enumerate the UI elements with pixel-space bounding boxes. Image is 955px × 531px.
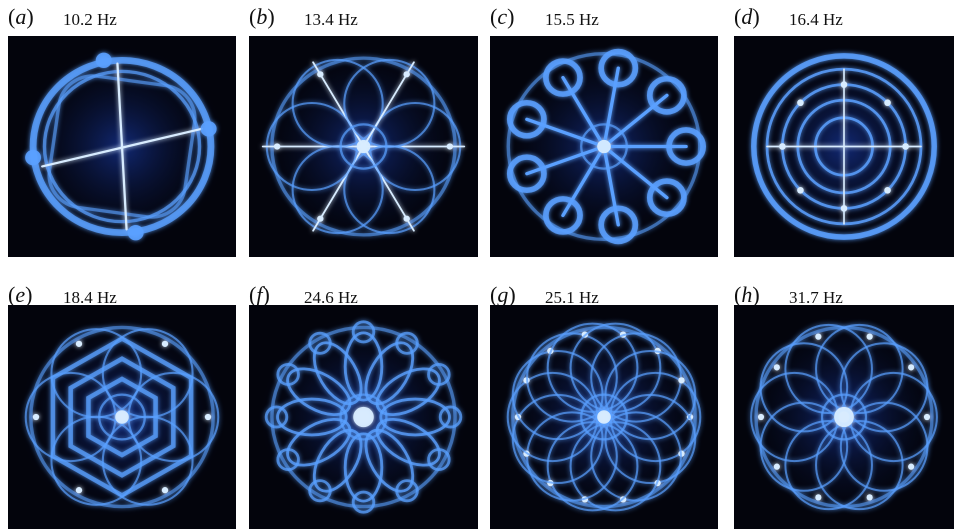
panel-label: (h) <box>734 282 760 307</box>
cymatic-pattern <box>490 36 718 257</box>
frequency-label: 10.2 Hz <box>63 10 117 29</box>
cymatic-pattern <box>249 36 478 257</box>
frequency-label: 15.5 Hz <box>545 10 599 29</box>
frequency-label: 18.4 Hz <box>63 288 117 307</box>
cymatic-photo <box>734 305 954 529</box>
frequency-label: 13.4 Hz <box>304 10 358 29</box>
panel-label: (c) <box>490 4 515 29</box>
frequency-label: 31.7 Hz <box>789 288 843 307</box>
panel-label: (g) <box>490 282 516 307</box>
cymatic-photo <box>734 36 954 257</box>
frequency-label: 25.1 Hz <box>545 288 599 307</box>
frequency-label: 16.4 Hz <box>789 10 843 29</box>
panel-label: (f) <box>249 282 270 307</box>
panel-label: (e) <box>8 282 33 307</box>
cymatic-pattern <box>490 305 718 529</box>
cymatic-pattern <box>734 36 954 257</box>
cymatic-pattern <box>249 305 478 529</box>
cymatic-pattern <box>734 305 954 529</box>
cymatic-pattern <box>8 305 236 529</box>
panel-label: (a) <box>8 4 34 29</box>
cymatic-photo <box>8 305 236 529</box>
cymatic-photo <box>490 305 718 529</box>
cymatic-photo <box>249 305 478 529</box>
panel-label: (b) <box>249 4 275 29</box>
panel-label: (d) <box>734 4 760 29</box>
cymatic-pattern <box>8 36 236 257</box>
cymatic-photo <box>8 36 236 257</box>
cymatic-photo <box>249 36 478 257</box>
cymatic-photo <box>490 36 718 257</box>
frequency-label: 24.6 Hz <box>304 288 358 307</box>
